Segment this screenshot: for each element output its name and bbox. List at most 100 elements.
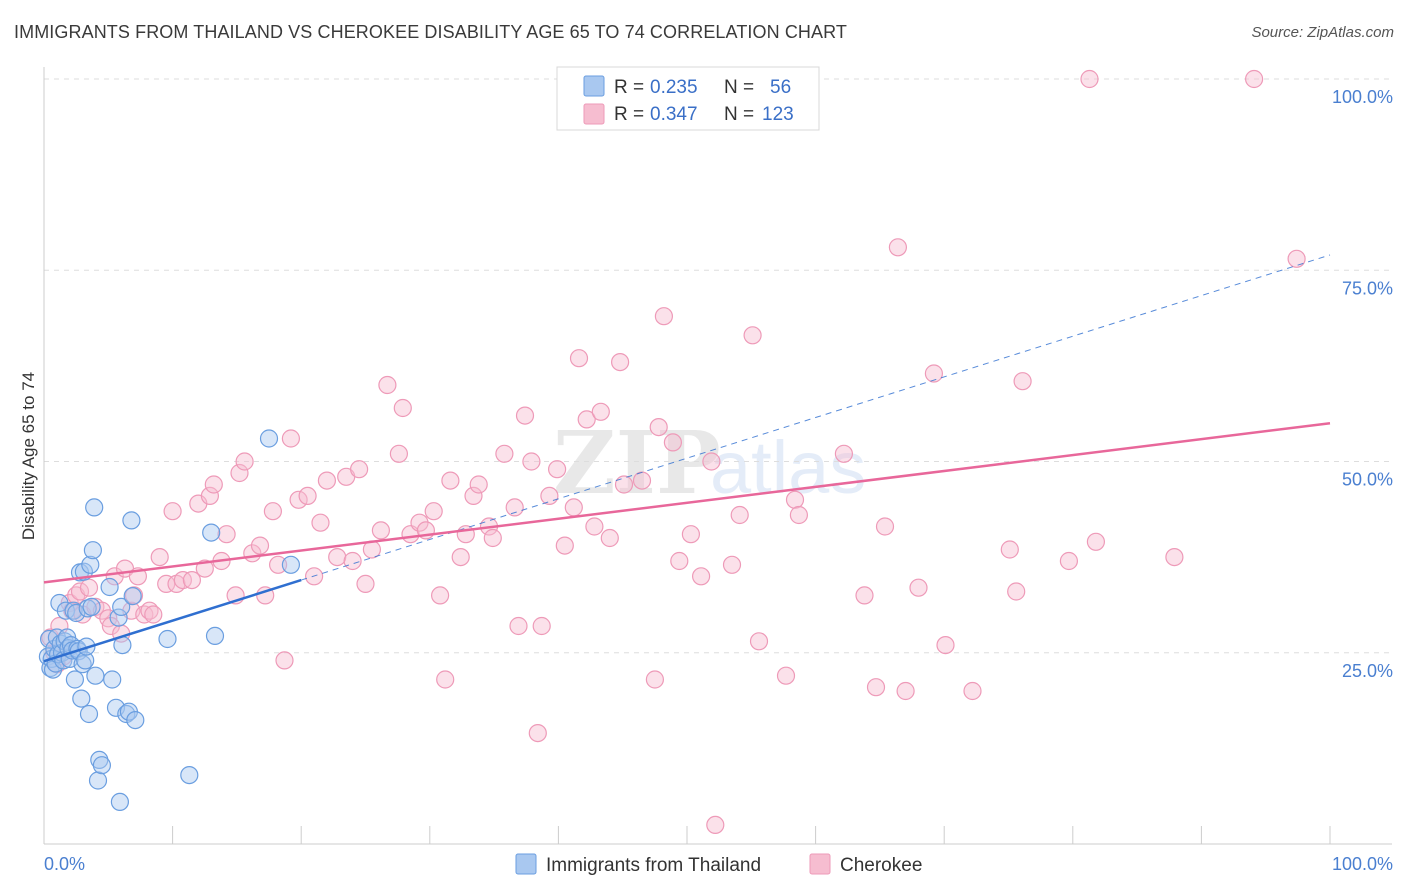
cherokee-point <box>371 521 390 540</box>
legend-bottom-swatch-thailand <box>515 853 537 875</box>
thailand-point <box>112 597 131 617</box>
cherokee-point <box>749 632 769 651</box>
cherokee-point <box>789 505 809 525</box>
cherokee-point <box>1287 249 1306 268</box>
cherokee-point <box>577 410 596 429</box>
cherokee-point <box>834 444 854 463</box>
legend-r-value-cherokee: 0.347 <box>650 104 698 125</box>
cherokee-point <box>522 452 541 471</box>
y-tick-labels: 25.0% 50.0% 75.0% 100.0% <box>1332 87 1393 681</box>
cherokee-point <box>1165 547 1184 567</box>
thailand-point <box>81 555 100 574</box>
thailand-point <box>67 603 86 623</box>
cherokee-point <box>1080 69 1099 89</box>
thailand-point <box>85 498 104 517</box>
legend-bottom: Immigrants from Thailand Cherokee <box>515 853 922 876</box>
cherokee-point <box>436 670 455 689</box>
thailand-point <box>79 704 99 724</box>
legend-bottom-swatch-cherokee <box>809 853 831 875</box>
legend-r-value-thailand: 0.235 <box>650 77 698 98</box>
y-axis-label: Disability Age 65 to 74 <box>19 372 38 540</box>
thailand-point <box>76 651 95 670</box>
cherokee-point <box>649 418 668 437</box>
cherokee-point <box>389 444 408 463</box>
cherokee-point <box>555 536 574 555</box>
watermark-zip: ZIP <box>553 413 721 514</box>
y-tick-label: 25.0% <box>1342 661 1393 681</box>
cherokee-point <box>92 601 112 620</box>
x-tick-labels: 0.0% 100.0% <box>44 854 1393 874</box>
cherokee-point <box>79 578 99 597</box>
cherokee-point <box>431 586 450 605</box>
y-tick-label: 75.0% <box>1342 278 1393 298</box>
cherokee-point <box>70 582 90 601</box>
cherokee-point <box>681 525 701 544</box>
legend-n-value-cherokee: 123 <box>762 104 794 125</box>
cherokee-point <box>378 375 397 395</box>
cherokee-point <box>298 486 317 505</box>
cherokee-point <box>317 471 336 490</box>
cherokee-point <box>311 513 330 532</box>
thailand-point <box>259 429 279 448</box>
cherokee-point <box>469 475 488 494</box>
cherokee-point <box>393 398 412 418</box>
thailand-point <box>123 586 142 606</box>
cherokee-point <box>888 238 908 257</box>
cherokee-point <box>909 578 928 597</box>
cherokee-point <box>230 463 249 483</box>
cherokee-point <box>743 326 762 345</box>
cherokee-point <box>776 666 796 685</box>
cherokee-point <box>547 460 567 479</box>
cherokee-point <box>663 433 683 452</box>
cherokee-point <box>1059 551 1079 571</box>
thailand-point <box>158 629 177 649</box>
thailand-point <box>281 555 300 574</box>
cherokee-point <box>495 444 514 463</box>
thailand-points <box>38 429 300 812</box>
cherokee-point <box>263 502 282 521</box>
cherokee-point <box>441 471 460 490</box>
cherokee-point <box>866 678 886 697</box>
thailand-point <box>86 666 105 685</box>
cherokee-point <box>163 502 182 521</box>
cherokee-point <box>356 574 375 594</box>
cherokee-point <box>505 498 524 517</box>
x-tick-label-max: 100.0% <box>1332 854 1393 874</box>
cherokee-point <box>569 349 589 368</box>
thailand-point <box>180 765 199 785</box>
thailand-trendline <box>43 578 302 663</box>
legend-r-label-cherokee: R = <box>614 104 644 125</box>
cherokee-point <box>289 490 308 509</box>
cherokee-point <box>235 452 254 471</box>
legend-top-swatch-cherokee <box>583 103 605 125</box>
cherokee-point <box>150 547 169 567</box>
thailand-point <box>64 601 83 620</box>
cherokee-point <box>540 486 559 505</box>
cherokee-point <box>509 616 528 636</box>
cherokee-point <box>600 528 619 548</box>
source-label: Source: ZipAtlas.com <box>1251 24 1394 41</box>
cherokee-point <box>204 475 223 494</box>
cherokee-point <box>614 475 634 494</box>
cherokee-point <box>1007 582 1026 601</box>
thailand-point <box>65 670 85 689</box>
y-tick-label: 50.0% <box>1342 470 1393 490</box>
cherokee-point <box>875 517 895 536</box>
cherokee-point <box>464 486 483 505</box>
legend-r-label-thailand: R = <box>614 77 644 98</box>
cherokee-point <box>195 559 214 578</box>
cherokee-point <box>515 406 535 425</box>
cherokee-point <box>670 551 689 571</box>
thailand-point <box>205 626 225 646</box>
cherokee-point <box>1000 540 1019 559</box>
y-tick-label: 100.0% <box>1332 87 1393 107</box>
cherokee-point <box>1086 532 1106 551</box>
cherokee-point <box>343 551 362 571</box>
thailand-point <box>83 541 103 560</box>
cherokee-point <box>691 567 711 586</box>
cherokee-point <box>269 555 288 574</box>
cherokee-point <box>936 635 955 655</box>
cherokee-point <box>182 570 201 590</box>
cherokee-point <box>328 547 347 567</box>
